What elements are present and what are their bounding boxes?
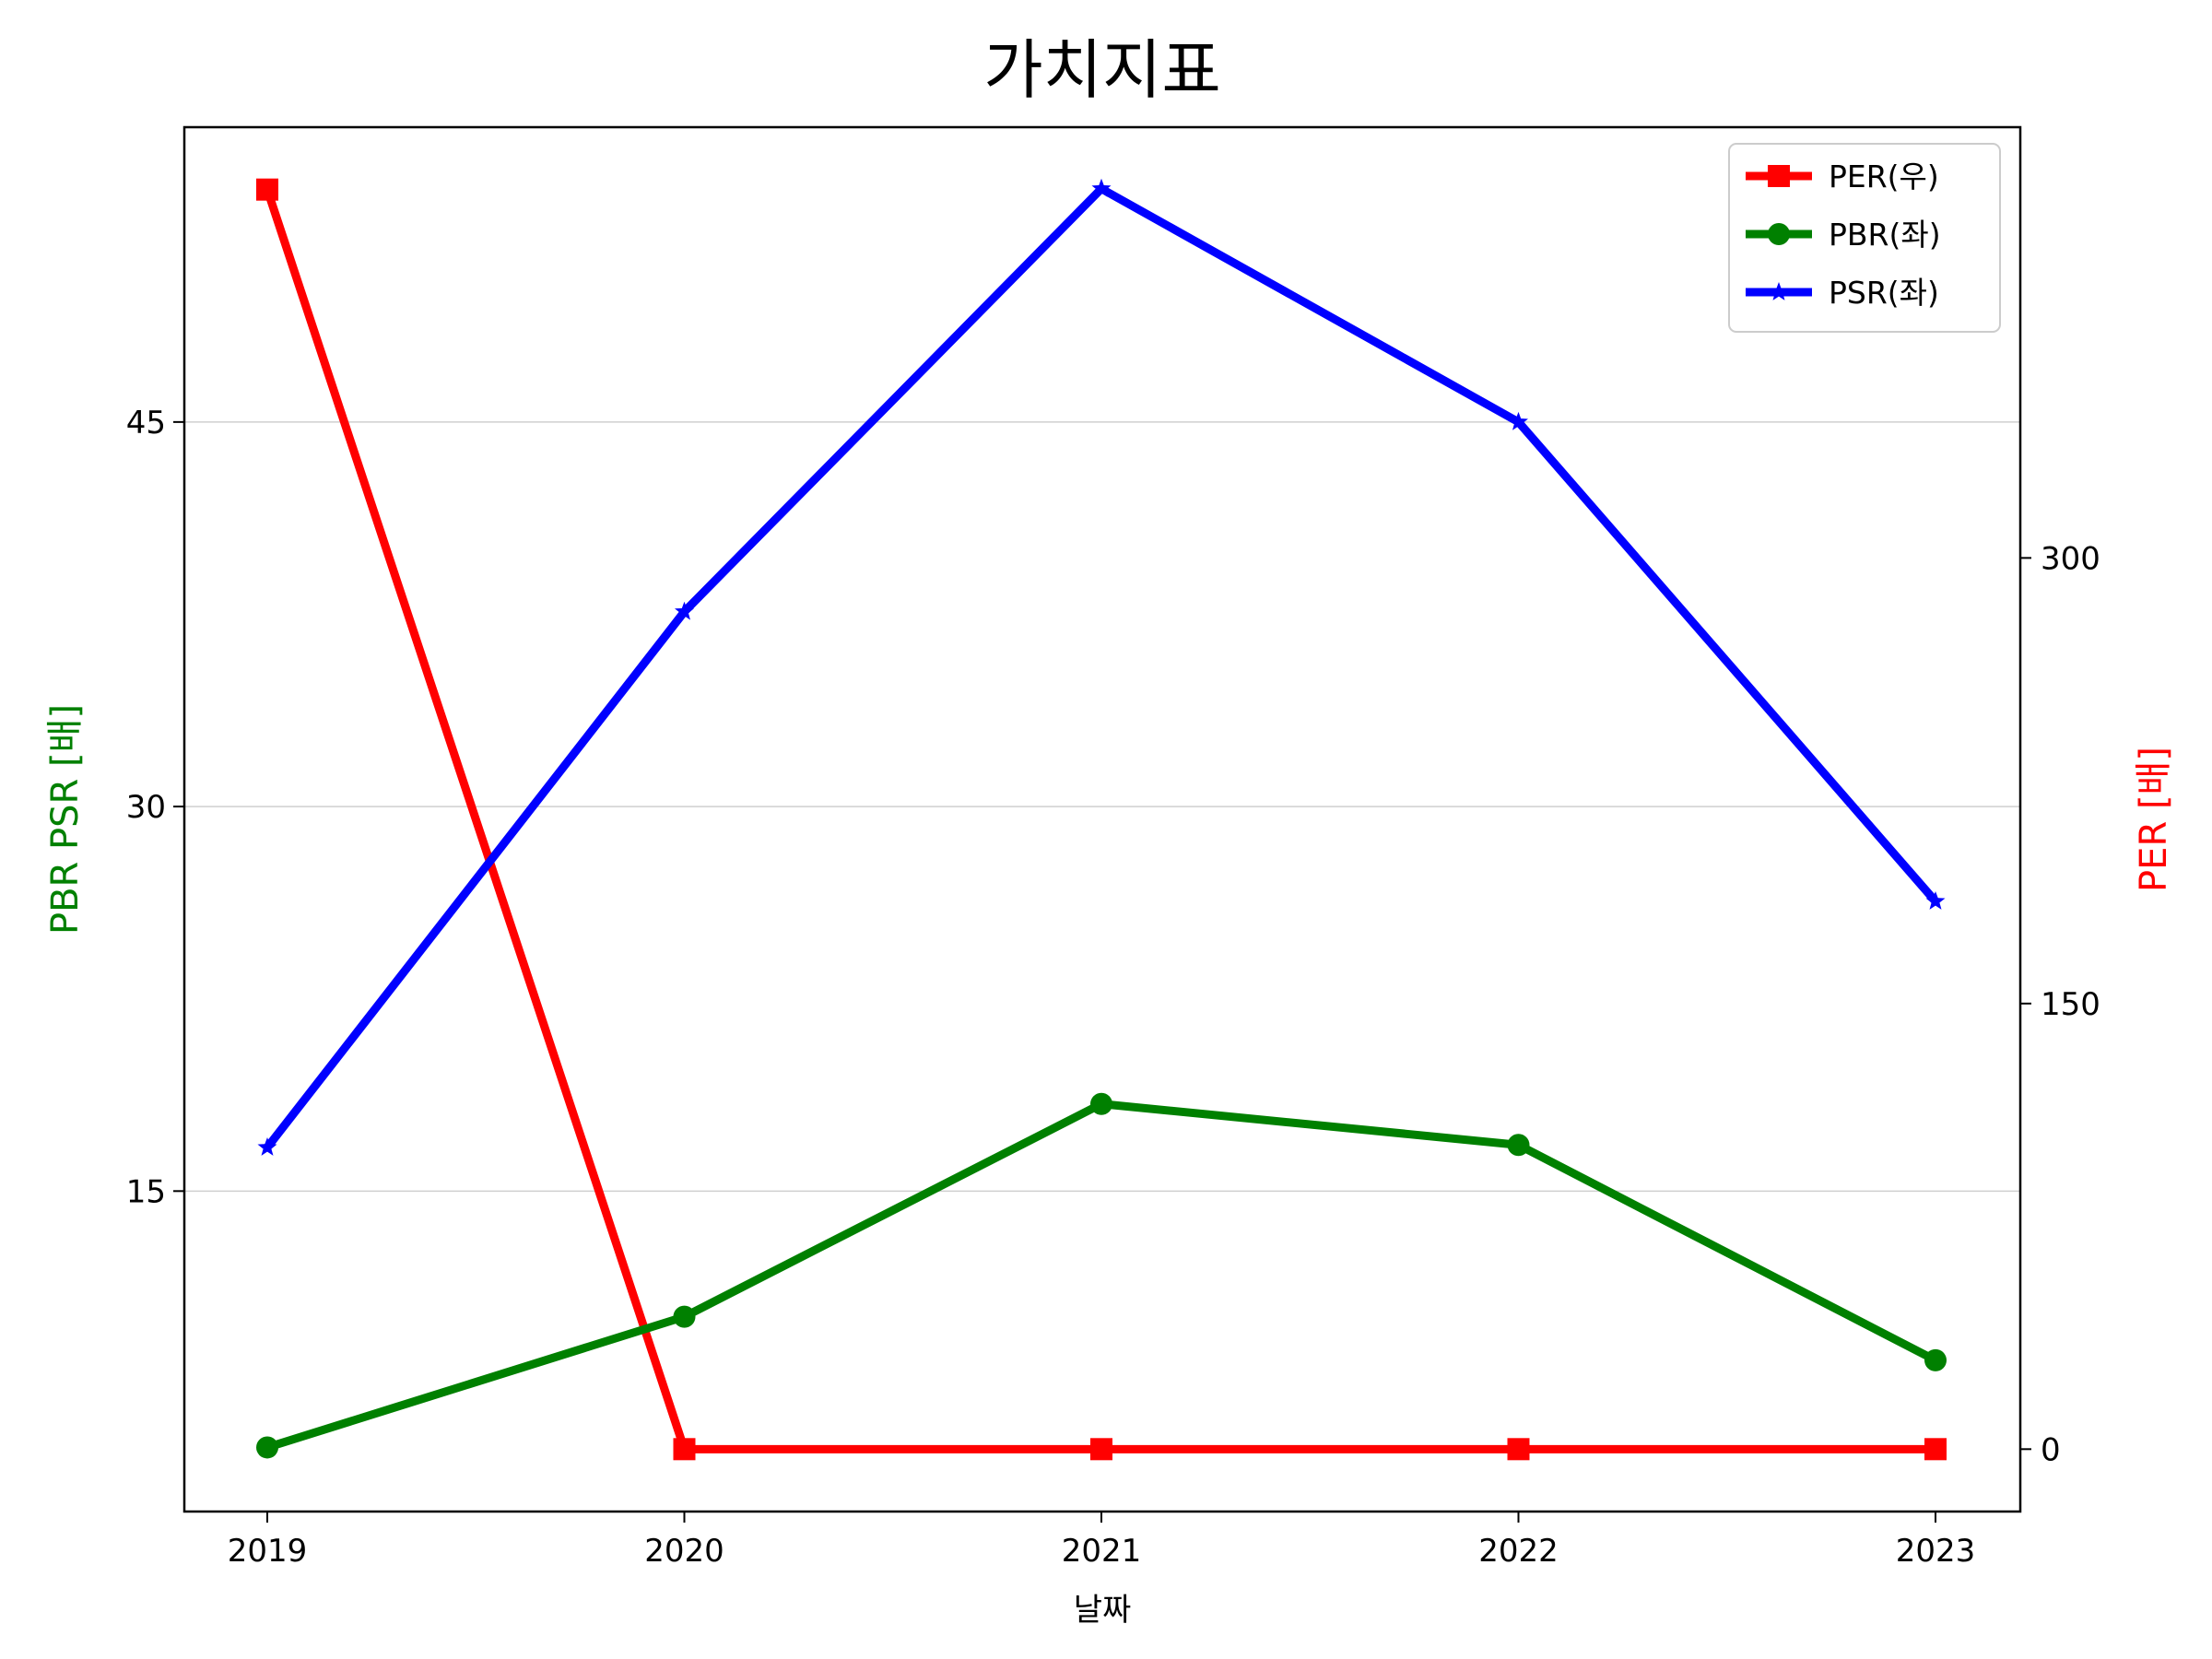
legend-label: PER(우) — [1829, 159, 1939, 194]
data-point — [675, 601, 694, 620]
legend-marker — [1768, 165, 1790, 187]
data-point — [673, 1438, 696, 1461]
series-layer — [256, 178, 1947, 1461]
x-tick-label: 2022 — [1478, 1533, 1559, 1570]
data-point — [1925, 891, 1946, 910]
data-point — [1509, 411, 1528, 430]
y-right-tick-label: 300 — [2041, 540, 2100, 577]
x-tick-label: 2019 — [228, 1533, 308, 1570]
data-point — [256, 1436, 278, 1459]
legend-marker — [1769, 282, 1789, 300]
x-tick-label: 2020 — [644, 1533, 724, 1570]
data-point — [1924, 1348, 1947, 1371]
data-point — [1924, 1438, 1947, 1461]
y-left-tick-label: 15 — [126, 1173, 166, 1210]
legend: PER(우) PBR(좌) PSR(좌) — [1728, 143, 2001, 333]
legend-label: PBR(좌) — [1829, 217, 1941, 253]
data-point — [1090, 1092, 1112, 1115]
axes: 2019 2020 2021 2022 2023 15 30 45 0 150 300 — [126, 405, 2100, 1570]
legend-frame — [1728, 143, 2001, 333]
y-axis-left-label: PBR PSR [배] — [44, 704, 87, 935]
data-point — [257, 1137, 277, 1156]
gridlines — [184, 421, 2020, 1193]
legend-label: PSR(좌) — [1829, 275, 1939, 311]
data-point — [673, 1305, 696, 1328]
data-point — [1507, 1438, 1530, 1461]
series-1 — [256, 1092, 1947, 1459]
chart-title: 가치지표 — [983, 32, 1221, 108]
data-point — [1091, 178, 1112, 197]
x-tick-label: 2023 — [1896, 1533, 1976, 1570]
data-point — [1090, 1438, 1112, 1461]
y-axis-right-label: PER [배] — [2133, 747, 2175, 892]
data-point — [256, 178, 278, 201]
series-0 — [256, 178, 1947, 1461]
data-point — [1507, 1134, 1530, 1157]
y-left-tick-label: 30 — [126, 789, 166, 826]
x-axis-label: 날짜 — [1074, 1592, 1132, 1629]
y-right-tick-label: 0 — [2041, 1431, 2061, 1468]
legend-marker — [1768, 223, 1790, 245]
y-left-tick-label: 45 — [126, 405, 166, 441]
x-tick-label: 2021 — [1062, 1533, 1142, 1570]
y-right-tick-label: 150 — [2041, 986, 2100, 1023]
series-2 — [257, 178, 1946, 1156]
